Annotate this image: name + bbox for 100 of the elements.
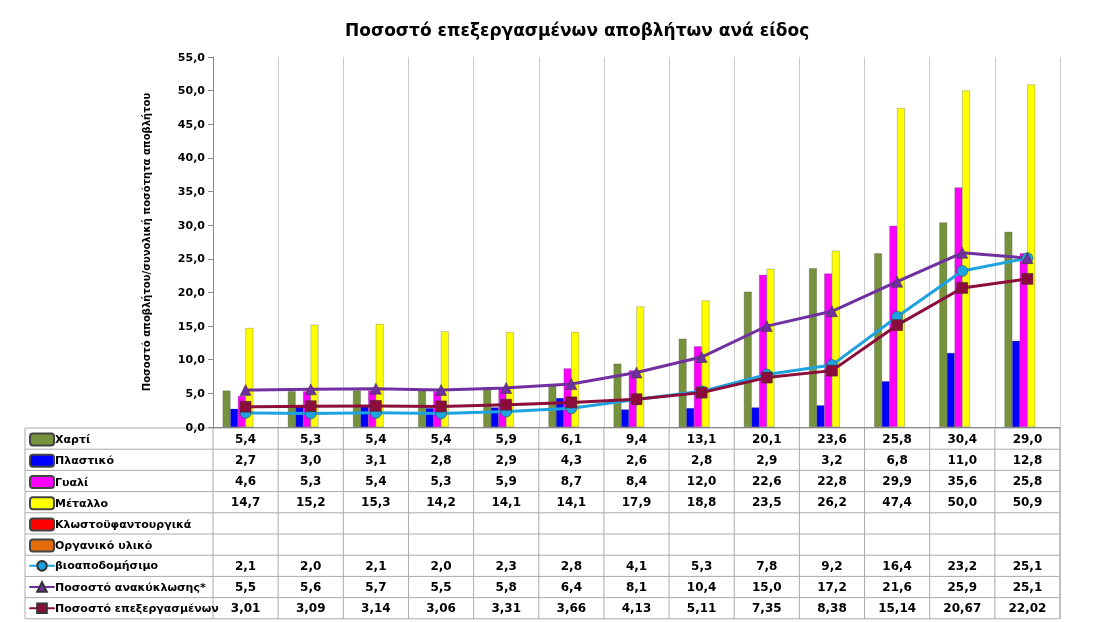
data-label: 50,0 [947,495,978,510]
data-label: 2,0 [430,558,452,573]
data-label: 12,8 [1012,452,1043,467]
data-label: 4,3 [560,452,582,467]
data-label: 20,67 [943,601,982,616]
chart-title: Ποσοστό επεξεργασμένων αποβλήτων ανά είδος [345,19,810,40]
data-label: 4,13 [621,601,652,616]
legend-label: Οργανικό υλικό [55,539,153,553]
data-label: 10,4 [686,580,717,594]
data-label: 3,2 [821,452,843,467]
legend-label: Ποσοστό ανακύκλωσης* [55,580,206,594]
data-label: 17,9 [621,495,652,510]
data-label: 3,31 [491,601,521,616]
data-label: 5,9 [495,431,517,446]
data-label: 13,1 [686,431,717,446]
data-label: 5,8 [495,580,517,594]
data-label: 5,4 [365,474,387,488]
data-label: 5,3 [430,474,452,488]
data-label: 8,7 [560,474,582,488]
data-label: 2,1 [234,558,257,573]
data-label: 14,7 [230,495,261,510]
data-label: 3,0 [300,452,322,467]
data-label: 9,4 [625,431,648,446]
data-label: 5,5 [430,580,452,594]
data-label: 26,2 [817,495,847,510]
y-tick-label: 50,0 [177,84,206,98]
data-label: 8,38 [817,601,847,616]
data-label: 11,0 [947,452,978,467]
data-label: 4,1 [625,558,648,573]
data-label: 14,1 [556,495,587,510]
data-label: 3,14 [361,601,391,616]
y-tick-label: 15,0 [177,319,206,333]
y-tick-label: 55,0 [177,50,206,64]
y-tick-label: 20,0 [177,285,206,299]
data-label: 17,2 [817,580,847,594]
data-label: 5,11 [686,601,717,616]
y-tick-label: 35,0 [177,185,206,199]
data-label: 23,2 [947,558,978,573]
data-label: 15,2 [295,495,326,510]
data-label: 3,01 [230,601,261,616]
data-label: 25,9 [947,580,978,594]
y-tick-label: 40,0 [177,151,206,165]
data-label: 23,6 [817,431,847,446]
data-label: 14,1 [491,495,521,510]
data-label: 2,7 [234,452,257,467]
data-label: 5,4 [430,431,452,446]
data-label: 20,1 [752,431,782,446]
data-label: 2,8 [560,558,582,573]
legend-label: Ποσοστό επεξεργασμένων [55,601,219,615]
data-label: 5,3 [300,474,322,488]
data-label: 5,7 [365,580,387,594]
data-label: 2,6 [625,452,648,467]
legend-label: Πλαστικό [55,454,115,468]
data-label: 5,3 [300,431,322,446]
data-label: 29,0 [1012,431,1043,446]
data-label: 6,8 [886,452,908,467]
y-tick-label: 0,0 [185,420,206,434]
data-label: 25,1 [1012,580,1043,594]
data-label: 22,8 [817,474,847,488]
data-label: 5,6 [300,580,322,594]
data-label: 29,9 [882,474,912,488]
data-label: 2,1 [365,558,387,573]
data-label: 5,4 [234,431,257,446]
data-label: 3,1 [365,452,387,467]
data-label: 6,1 [560,431,582,446]
legend-label: Χαρτί [55,433,91,447]
legend-label: βιοαποδομήσιμο [55,559,159,573]
data-label: 21,6 [882,580,912,594]
legend-label: Μέταλλο [55,496,109,510]
data-label: 12,0 [686,474,717,488]
y-tick-label: 45,0 [177,117,206,131]
data-label: 23,5 [752,495,782,510]
data-label: 2,9 [756,452,778,467]
data-label: 8,1 [625,580,648,594]
data-label: 3,09 [295,601,326,616]
data-label: 47,4 [882,495,912,510]
y-tick-label: 10,0 [177,353,206,367]
data-label: 6,4 [560,580,582,594]
data-label: 25,8 [882,431,912,446]
data-label: 22,02 [1008,601,1047,616]
data-label: 22,6 [752,474,782,488]
data-label: 15,14 [878,601,917,616]
data-label: 25,1 [1012,558,1043,573]
data-label: 4,6 [234,474,257,488]
y-axis-title: Ποσοστό αποβλήτου/συνολική ποσότητα αποβλήτου [140,92,152,392]
y-tick-label: 30,0 [177,218,206,232]
data-label: 8,4 [625,474,648,488]
y-tick-label: 25,0 [177,252,206,266]
data-label: 7,35 [752,601,782,616]
data-label: 35,6 [947,474,978,488]
data-label: 5,9 [495,474,517,488]
y-tick-label: 5,0 [185,386,206,400]
data-label: 30,4 [947,431,978,446]
data-label: 16,4 [882,558,912,573]
data-label: 5,4 [365,431,387,446]
data-label: 18,8 [686,495,717,510]
data-label: 50,9 [1012,495,1043,510]
data-label: 14,2 [426,495,456,510]
data-label: 2,8 [691,452,713,467]
legend-label: Κλωστοϋφαντουργικά [55,517,192,531]
